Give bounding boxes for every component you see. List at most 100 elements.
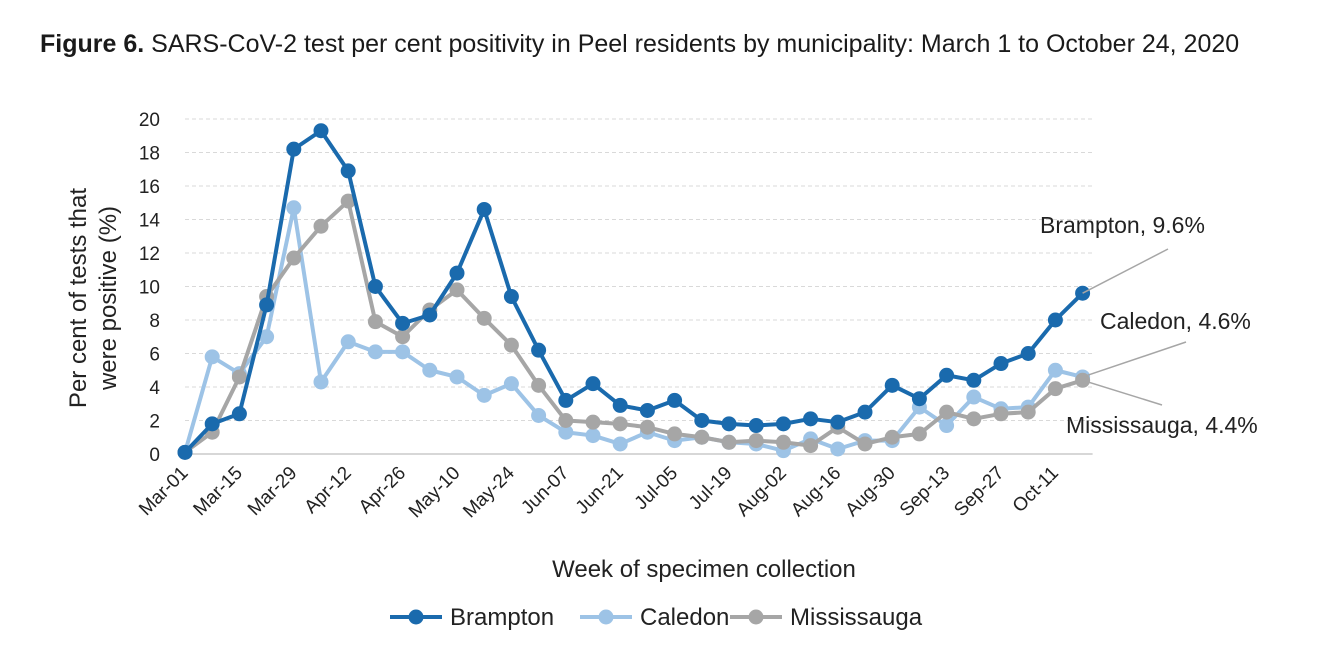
series-group	[177, 123, 1091, 460]
y-axis-title: Per cent of tests that were positive (%)	[65, 188, 122, 408]
x-tick-label-jul-19: Jul-19	[685, 463, 736, 514]
point-caledon-mar-29	[286, 200, 302, 216]
x-tick-label-apr-26: Apr-26	[355, 463, 410, 518]
series-line-brampton	[183, 128, 1085, 454]
x-tick-label-jul-05: Jul-05	[631, 463, 682, 514]
point-brampton-sep-06	[911, 391, 927, 407]
legend-swatch-marker-brampton	[408, 609, 424, 625]
annotation-caledon: Caledon, 4.6%	[1100, 308, 1251, 334]
y-tick-label-12: 12	[139, 244, 160, 265]
x-tick-label-may-10: May-10	[405, 463, 465, 523]
point-caledon-aug-16	[830, 441, 846, 457]
point-brampton-mar-08	[204, 416, 220, 432]
point-caledon-apr-12	[340, 334, 356, 350]
x-tick-label-mar-01: Mar-01	[135, 463, 192, 520]
annotation-brampton: Brampton, 9.6%	[1040, 212, 1205, 238]
point-caledon-sep-20	[966, 389, 982, 405]
point-brampton-apr-12	[340, 163, 356, 179]
point-mississauga-apr-19	[367, 314, 383, 330]
point-brampton-sep-20	[966, 372, 982, 388]
y-tick-label-10: 10	[139, 278, 160, 299]
point-caledon-may-24	[503, 376, 519, 392]
point-brampton-may-24	[503, 289, 519, 305]
point-caledon-apr-19	[367, 344, 383, 360]
point-mississauga-jun-21	[612, 416, 628, 432]
point-caledon-apr-26	[395, 344, 411, 360]
x-tick-label-mar-15: Mar-15	[190, 463, 247, 520]
series-brampton	[177, 123, 1091, 460]
legend-label-mississauga: Mississauga	[790, 604, 923, 631]
x-tick-label-aug-02: Aug-02	[733, 463, 791, 521]
y-tick-label-2: 2	[149, 412, 160, 433]
point-mississauga-may-17	[476, 310, 492, 326]
annotation-mississauga: Mississauga, 4.4%	[1066, 412, 1258, 438]
point-brampton-may-03	[422, 307, 438, 323]
point-mississauga-aug-23	[857, 436, 873, 452]
point-brampton-mar-01	[177, 444, 193, 460]
x-tick-label-apr-12: Apr-12	[301, 463, 356, 518]
y-tick-label-20: 20	[139, 110, 160, 131]
point-mississauga-apr-12	[340, 193, 356, 209]
point-brampton-may-31	[531, 342, 547, 358]
point-mississauga-jul-19	[721, 434, 737, 450]
x-tick-label-sep-27: Sep-27	[950, 463, 1008, 521]
point-mississauga-may-10	[449, 282, 465, 298]
x-axis-title: Week of specimen collection	[552, 556, 856, 583]
series-line-mississauga	[183, 199, 1084, 454]
x-tick-label-jun-21: Jun-21	[572, 463, 628, 519]
series-mississauga	[177, 193, 1091, 460]
point-mississauga-oct-11	[1047, 381, 1063, 397]
point-caledon-may-31	[531, 407, 547, 423]
point-brampton-may-10	[449, 265, 465, 281]
point-mississauga-aug-02	[775, 434, 791, 450]
point-mississauga-jun-07	[558, 413, 574, 428]
point-brampton-oct-04	[1020, 346, 1036, 361]
point-mississauga-jul-26	[748, 433, 764, 449]
point-brampton-jun-14	[585, 376, 601, 392]
point-mississauga-aug-30	[884, 429, 900, 445]
point-brampton-apr-26	[395, 315, 411, 331]
x-tick-label-mar-29: Mar-29	[244, 463, 301, 520]
point-mississauga-jul-05	[667, 426, 683, 442]
point-caledon-jun-07	[558, 424, 574, 440]
y-tick-label-0: 0	[149, 445, 160, 466]
x-tick-label-oct-11: Oct-11	[1009, 463, 1063, 517]
point-caledon-may-17	[476, 387, 492, 403]
x-tick-label-jun-07: Jun-07	[517, 463, 573, 519]
point-mississauga-sep-06	[911, 426, 927, 442]
point-brampton-sep-13	[939, 367, 955, 383]
point-brampton-oct-11	[1047, 312, 1063, 328]
legend-label-caledon: Caledon	[640, 604, 729, 631]
point-caledon-may-10	[449, 369, 465, 385]
point-mississauga-oct-04	[1020, 404, 1036, 420]
point-brampton-jul-12	[694, 413, 710, 428]
point-mississauga-jun-14	[585, 414, 601, 430]
point-mississauga-sep-20	[966, 411, 982, 427]
legend-item-caledon: Caledon	[580, 604, 729, 631]
legend-swatch-marker-caledon	[598, 609, 614, 625]
point-brampton-mar-22	[259, 297, 275, 313]
figure-title: SARS-CoV-2 test per cent positivity in P…	[151, 30, 1240, 58]
point-mississauga-mar-29	[286, 250, 302, 266]
figure-label: Figure 6.	[40, 30, 145, 58]
point-brampton-jun-28	[639, 402, 655, 418]
y-tick-label-14: 14	[139, 211, 161, 232]
point-brampton-aug-23	[857, 404, 873, 420]
x-tick-label-aug-16: Aug-16	[787, 463, 845, 521]
point-brampton-jun-07	[558, 392, 574, 408]
leader-line-brampton	[1082, 248, 1169, 294]
legend: Brampton Caledon Mississauga	[390, 604, 923, 631]
point-brampton-mar-15	[231, 406, 247, 422]
point-mississauga-sep-13	[939, 404, 955, 420]
y-tick-label-8: 8	[149, 311, 160, 332]
point-brampton-aug-30	[884, 377, 900, 393]
point-brampton-jul-26	[748, 418, 764, 434]
point-mississauga-sep-27	[993, 406, 1009, 422]
y-tick-label-18: 18	[139, 144, 160, 165]
point-brampton-apr-19	[367, 279, 383, 294]
point-brampton-jul-19	[721, 416, 737, 432]
point-mississauga-may-24	[503, 337, 519, 353]
legend-item-brampton: Brampton	[390, 604, 554, 631]
y-axis-title-line1: Per cent of tests that	[65, 188, 92, 408]
